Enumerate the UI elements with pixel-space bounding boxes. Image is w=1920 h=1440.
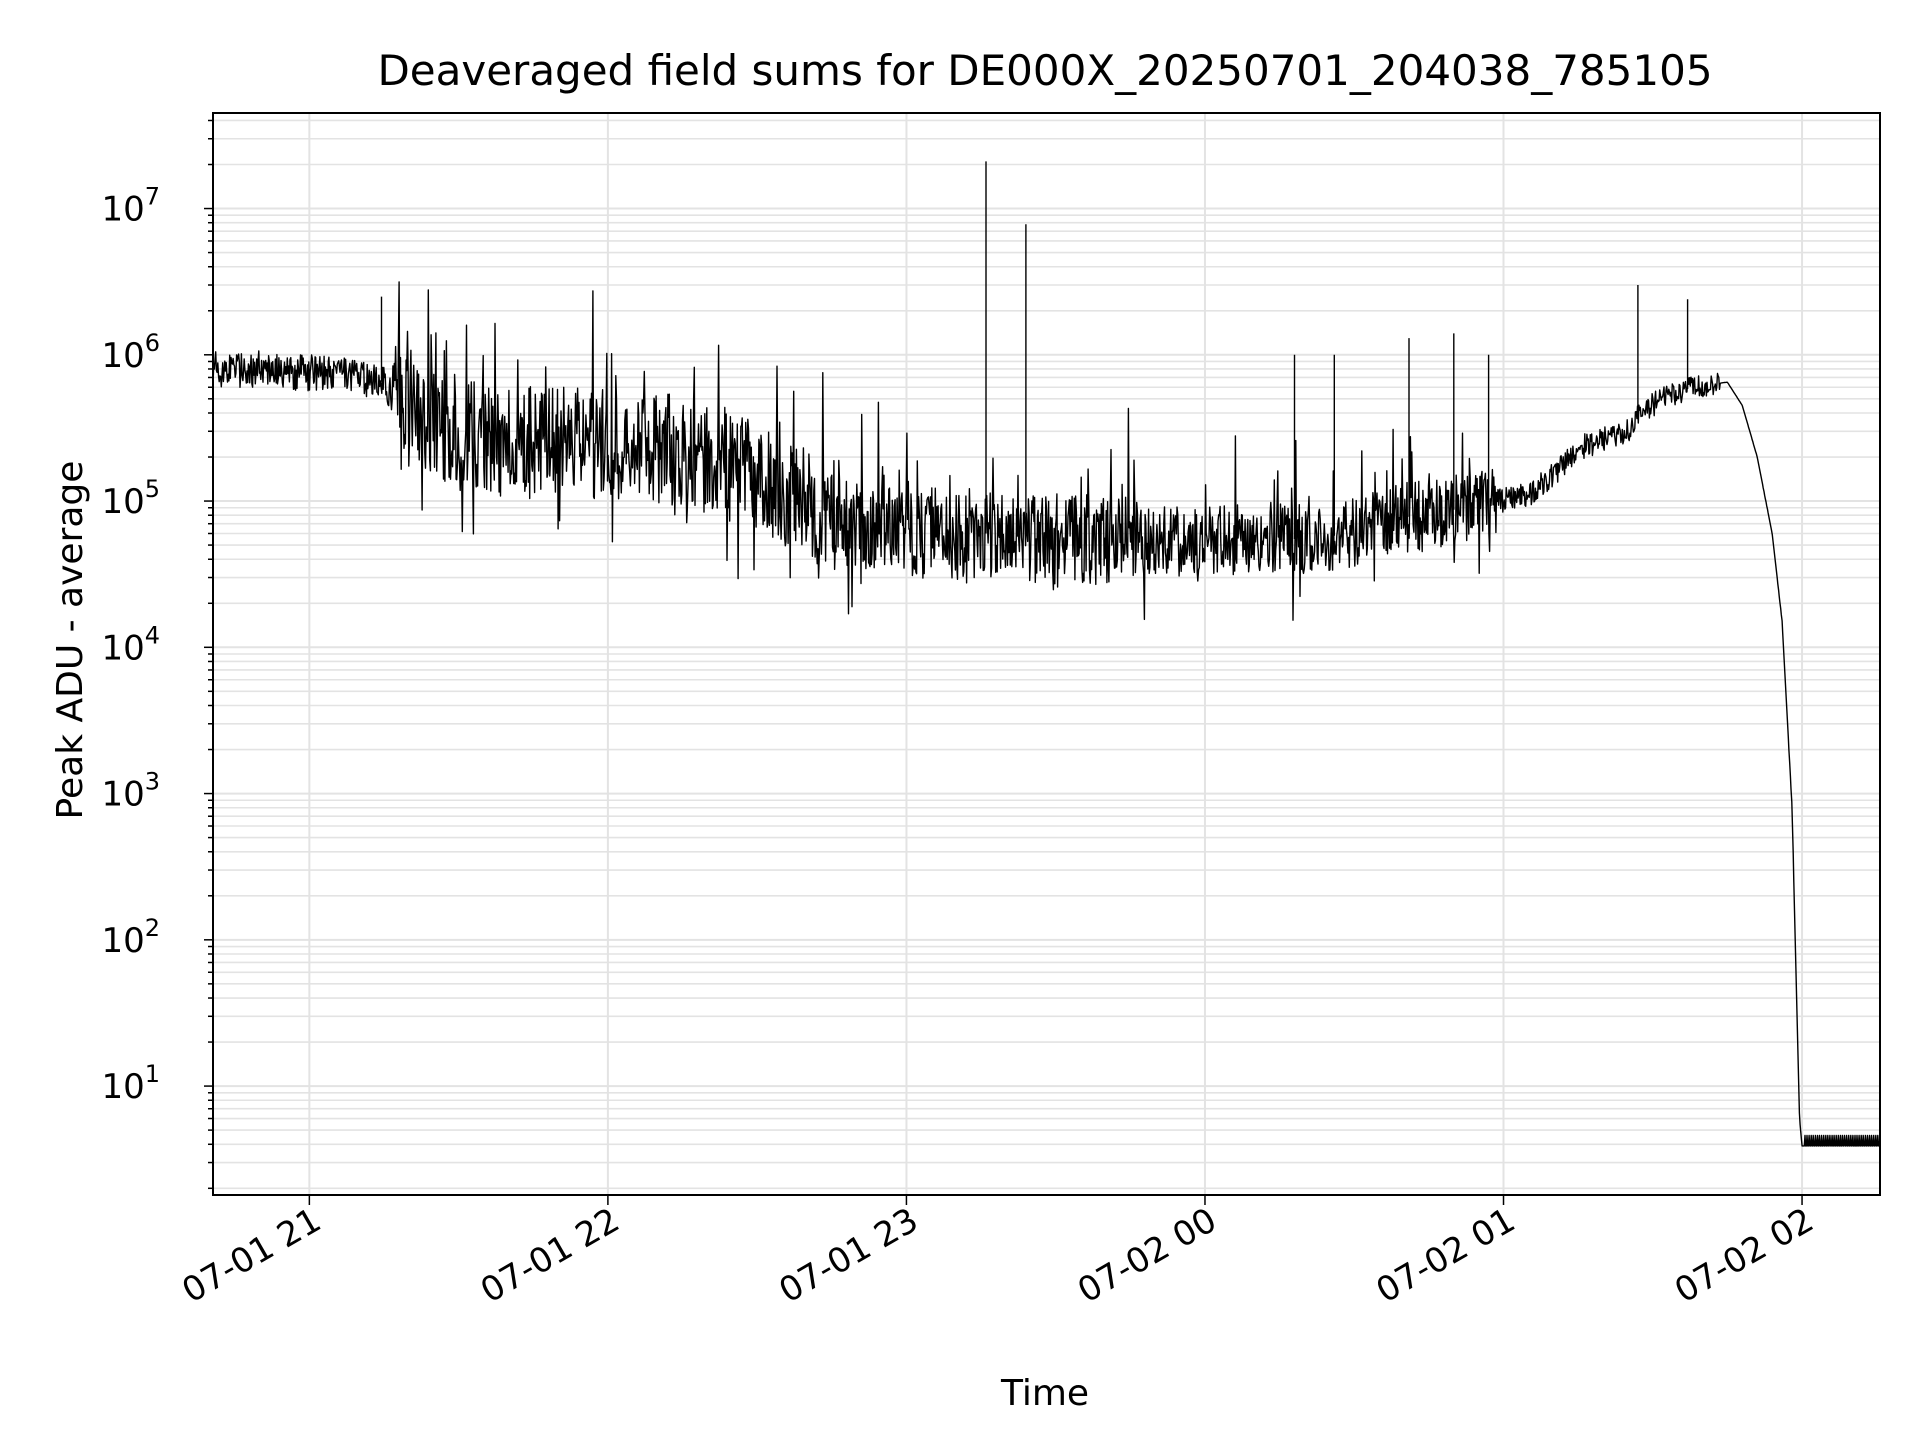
grid	[213, 113, 1880, 1195]
y-tick-base: 10	[101, 628, 144, 668]
y-tick-exponent: 6	[145, 329, 160, 357]
y-tick-label: 107	[101, 183, 160, 230]
y-tick-label: 102	[101, 914, 160, 961]
y-tick-label: 105	[101, 475, 160, 522]
y-tick-label: 101	[101, 1060, 160, 1107]
y-tick-label: 104	[101, 621, 160, 668]
y-tick-base: 10	[101, 190, 144, 230]
series-line	[213, 161, 1880, 1147]
y-tick-exponent: 3	[145, 768, 160, 796]
y-axis-label: Peak ADU - average	[50, 461, 91, 820]
y-tick-exponent: 2	[145, 914, 160, 942]
y-tick-exponent: 4	[145, 621, 160, 649]
x-axis-label: Time	[1000, 1373, 1089, 1414]
y-tick-exponent: 1	[145, 1060, 160, 1088]
y-tick-exponent: 5	[145, 475, 160, 503]
y-tick-exponent: 7	[145, 183, 160, 211]
y-tick-label: 106	[101, 329, 160, 376]
y-tick-base: 10	[101, 482, 144, 522]
y-tick-label: 103	[101, 768, 160, 815]
y-tick-base: 10	[101, 775, 144, 815]
y-tick-base: 10	[101, 336, 144, 376]
y-tick-base: 10	[101, 921, 144, 961]
plot-area	[213, 161, 1880, 1147]
chart-title: Deaveraged field sums for DE000X_2025070…	[377, 46, 1712, 95]
y-tick-base: 10	[101, 1067, 144, 1107]
